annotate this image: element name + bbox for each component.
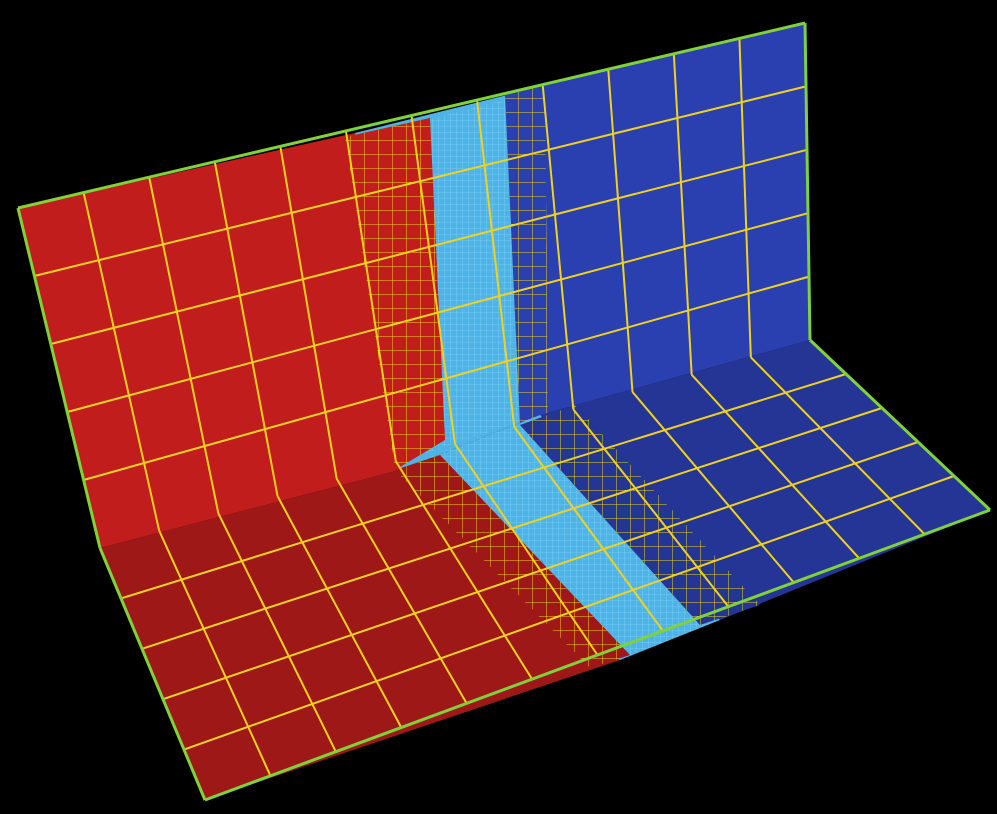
floor-right-edge xyxy=(808,338,992,512)
wall-grid-hline xyxy=(66,212,809,413)
wall-grid-vline xyxy=(738,38,752,358)
wall-plane xyxy=(18,23,810,548)
wall-blue-region xyxy=(515,23,810,415)
wall-grid-vline xyxy=(607,69,634,393)
wall-grid-vline xyxy=(476,99,516,427)
floor-grid-vline xyxy=(750,356,926,535)
wall-grid-vline xyxy=(344,130,397,462)
wall-refinement-left-mesh xyxy=(345,118,445,470)
floor-grid-vline xyxy=(335,478,468,704)
floor-left-edge xyxy=(98,547,207,801)
floor-grid-hline xyxy=(120,373,847,600)
wall-grid-hline xyxy=(83,275,810,481)
floor-grid-vline xyxy=(690,373,860,560)
floor-grid-hline xyxy=(162,441,919,701)
floor-grid-hline xyxy=(141,407,883,650)
floor-grid-vline xyxy=(276,495,403,728)
coarse-grid-lines xyxy=(34,38,955,777)
mesh-border xyxy=(16,21,992,802)
wall-refinement-right-mesh xyxy=(505,85,548,425)
floor-grid-vline xyxy=(572,408,730,608)
floor-grid-vline xyxy=(394,460,533,680)
wall-grid-vline xyxy=(410,115,456,445)
wall-grid-vline xyxy=(672,53,693,375)
floor-front-edge xyxy=(204,508,991,802)
floor-grid-vline xyxy=(454,443,599,656)
floor-grid-hline xyxy=(183,475,955,751)
floor-grid-vline xyxy=(513,426,664,632)
floor-grid-vline xyxy=(631,391,795,584)
wall-right-edge xyxy=(803,22,812,341)
wall-grid-vline xyxy=(541,84,575,410)
wall-grid-vline xyxy=(213,161,279,497)
wall-grid-vline xyxy=(148,176,220,514)
wall-left-edge xyxy=(16,207,102,549)
wall-grid-vline xyxy=(82,192,161,531)
floor-interface-fine-mesh xyxy=(420,415,720,655)
wall-grid-hline xyxy=(34,85,807,277)
wall-grid-hline xyxy=(50,148,808,345)
wall-top-edge xyxy=(17,21,806,210)
floor-grid-vline xyxy=(158,530,272,777)
wall-red-region xyxy=(18,133,400,548)
floor-grid-vline xyxy=(217,512,337,753)
wall-grid-vline xyxy=(279,146,338,479)
